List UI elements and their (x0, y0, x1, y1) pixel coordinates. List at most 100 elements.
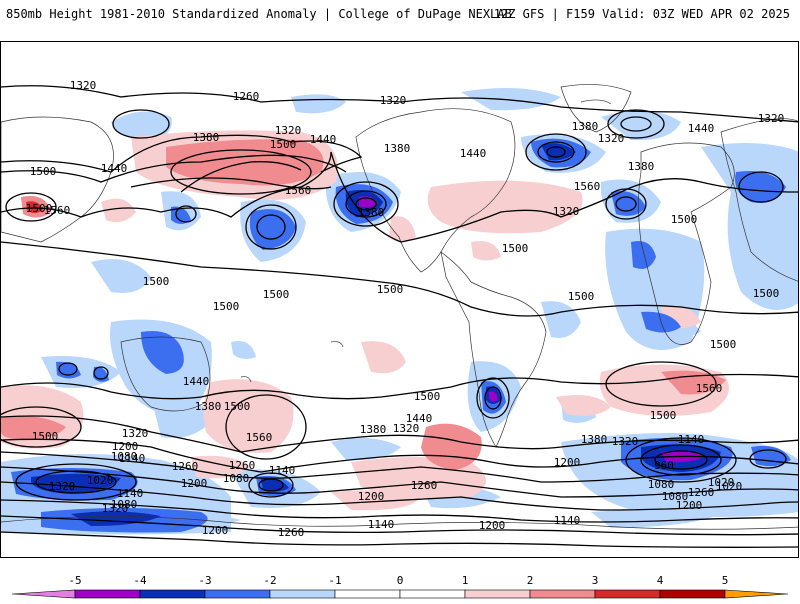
contour-label: 1500 (753, 287, 780, 300)
contour-label: 1260 (229, 459, 256, 472)
colorbar-canvas: -5 -4 -3 -2 -1 0 1 2 3 4 5 (11, 574, 789, 599)
contour-label: 1140 (368, 518, 395, 531)
contour-label: 1440 (460, 147, 487, 160)
contour-label: 1320 (598, 132, 625, 145)
contour-label: 1560 (246, 431, 273, 444)
colorbar-tick-label: 2 (527, 574, 534, 587)
contour-label: 1440 (688, 122, 715, 135)
contour-label: 1500 (650, 409, 677, 422)
contour-label: 1500 (377, 283, 404, 296)
colorbar-segment-plus5 (724, 589, 789, 599)
contour-label: 1440 (310, 133, 337, 146)
contour-label: 1140 (117, 487, 144, 500)
contour-label: 1140 (678, 433, 705, 446)
colorbar-segment-plus3 (594, 589, 661, 599)
contour-label: 1500 (263, 288, 290, 301)
colorbar-tick-label: 4 (657, 574, 664, 587)
contour-label: 1440 (406, 412, 433, 425)
contour-label: 1200 (676, 499, 703, 512)
contour-label: 1440 (183, 375, 210, 388)
contour-label: 1380 (384, 142, 411, 155)
colorbar-tick-label: -2 (263, 574, 276, 587)
colorbar-tick-label: -5 (68, 574, 81, 587)
contour-label: 1200 (358, 490, 385, 503)
contour-label: 1200 (181, 477, 208, 490)
contour-label: 1080 (111, 498, 138, 511)
header: 850mb Height 1981-2010 Standardized Anom… (0, 0, 800, 28)
colorbar-tick-label: 3 (592, 574, 599, 587)
colorbar-segments (11, 589, 789, 599)
colorbar-tick-label: -1 (328, 574, 341, 587)
anomaly-colorbar: -5 -4 -3 -2 -1 0 1 2 3 4 5 (0, 570, 800, 600)
contour-label: 1380 (193, 131, 220, 144)
contour-label: 1320 (275, 124, 302, 137)
contour-label: 1500 (30, 165, 57, 178)
contour-label: 1500 (671, 213, 698, 226)
contour-label: 1320 (612, 435, 639, 448)
contour-label: 1200 (479, 519, 506, 532)
contour-label: 1260 (278, 526, 305, 539)
contour-label: 1380 (358, 206, 385, 219)
map-title: 850mb Height 1981-2010 Standardized Anom… (6, 7, 512, 21)
contour-label: 1380 (360, 423, 387, 436)
contour-label: 1080 (223, 472, 250, 485)
contour-label: 1320 (49, 480, 76, 493)
contour-label: 1140 (119, 452, 146, 465)
contour-label: 1080 (111, 450, 138, 463)
contour-label: 1200 (554, 456, 581, 469)
colorbar-segment-zero-a (334, 589, 401, 599)
contour-label: 1380 (572, 120, 599, 133)
anomaly-plus3-regions (26, 201, 43, 213)
contour-label: 1440 (101, 162, 128, 175)
contour-label: 1200 (112, 440, 139, 453)
height-contours (1, 85, 798, 548)
contour-label: 1080 (648, 478, 675, 491)
colorbar-segment-minus1 (269, 589, 336, 599)
contour-label: 1500 (143, 275, 170, 288)
contour-label: 1500 (213, 300, 240, 313)
colorbar-segment-minus4 (74, 589, 141, 599)
colorbar-tick-label: -3 (198, 574, 211, 587)
colorbar-segment-minus5 (11, 589, 76, 599)
colorbar-tick-labels: -5 -4 -3 -2 -1 0 1 2 3 4 5 (68, 574, 728, 587)
contour-label: 1500 (26, 202, 53, 215)
contour-label: 1500 (710, 338, 737, 351)
contour-label: 1560 (696, 382, 723, 395)
anomaly-map: 1320 1260 1320 1380 1320 1440 1380 1440 1380 1380… (0, 41, 799, 558)
colorbar-segment-minus3 (139, 589, 206, 599)
colorbar-segment-minus2 (204, 589, 271, 599)
contour-label: 960 (654, 459, 674, 472)
contour-label: 1020 (87, 474, 114, 487)
contour-label: 1380 (628, 160, 655, 173)
colorbar-tick-label: 5 (722, 574, 729, 587)
contour-label: 1560 (574, 180, 601, 193)
contour-label: 1320 (122, 427, 149, 440)
contour-label: 1140 (554, 514, 581, 527)
coastlines (1, 84, 798, 530)
contour-label: 1320 (380, 94, 407, 107)
colorbar-tick-label: 1 (462, 574, 469, 587)
contour-label: 1260 (688, 486, 715, 499)
contour-label: 1200 (202, 524, 229, 537)
contour-label: 1500 (224, 400, 251, 413)
colorbar-segment-plus1 (464, 589, 531, 599)
contour-label: 1320 (553, 205, 580, 218)
contour-label: 1320 (70, 79, 97, 92)
contour-label: 1380 (195, 400, 222, 413)
contour-label: 1260 (172, 460, 199, 473)
contour-label: 1500 (568, 290, 595, 303)
contour-label: 1260 (411, 479, 438, 492)
contour-label: 1560 (44, 204, 71, 217)
colorbar-tick-label: 0 (397, 574, 404, 587)
contour-label: 1500 (32, 430, 59, 443)
colorbar-tick-label: -4 (133, 574, 147, 587)
contour-label: 1140 (269, 464, 296, 477)
contour-label: 1080 (662, 490, 689, 503)
colorbar-segment-zero-b (399, 589, 466, 599)
contour-label: 1320 (102, 502, 129, 515)
contour-label: 1320 (758, 112, 785, 125)
contour-label: 1020 (708, 476, 735, 489)
colorbar-segment-plus2 (529, 589, 596, 599)
